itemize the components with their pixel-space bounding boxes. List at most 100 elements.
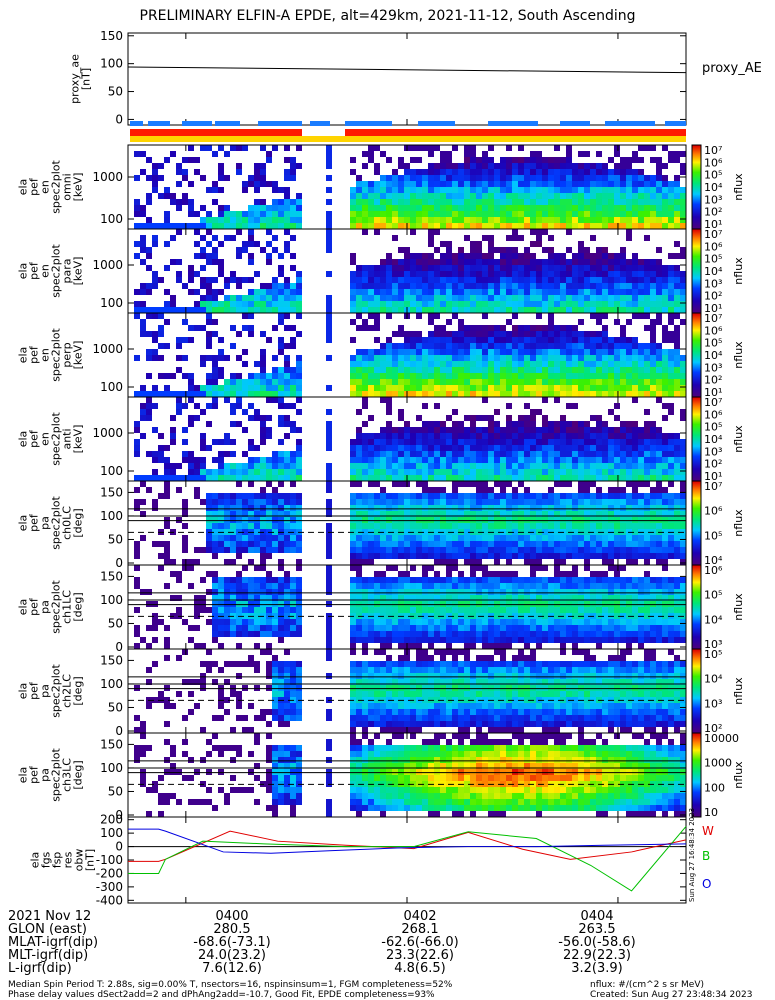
heat-cell [284, 391, 290, 397]
heat-cell [620, 385, 626, 391]
heat-cell [566, 181, 572, 187]
heat-cell [548, 223, 554, 229]
heat-cell [548, 463, 554, 469]
colorbar-segment [692, 440, 701, 442]
heat-cell [536, 499, 542, 505]
heat-cell [584, 331, 590, 337]
heat-cell [596, 223, 602, 229]
heat-cell [596, 193, 602, 199]
heat-cell [164, 493, 170, 499]
heat-cell [464, 289, 470, 295]
heat-cell [212, 589, 218, 595]
heat-cell [548, 451, 554, 457]
heat-cell [224, 301, 230, 307]
heat-cell [428, 301, 434, 307]
heat-cell [236, 475, 242, 481]
heat-cell [230, 541, 236, 547]
heat-cell [284, 229, 290, 235]
heat-cell [278, 307, 284, 313]
heat-cell [290, 157, 296, 163]
heat-cell [272, 181, 278, 187]
heat-cell [428, 163, 434, 169]
heat-cell [350, 259, 356, 265]
heat-cell [218, 547, 224, 553]
heat-cell [644, 385, 650, 391]
heat-cell [464, 169, 470, 175]
heat-cell [230, 373, 236, 379]
heat-cell [218, 601, 224, 607]
heat-cell [518, 145, 524, 151]
colorbar-segment [692, 362, 701, 364]
heat-cell [470, 295, 476, 301]
heat-cell [224, 583, 230, 589]
heat-cell [500, 169, 506, 175]
heat-cell [452, 283, 458, 289]
heat-cell [530, 463, 536, 469]
heat-cell [242, 217, 248, 223]
heat-cell [248, 559, 254, 565]
heat-cell [392, 283, 398, 289]
heat-cell [242, 181, 248, 187]
heat-cell [422, 175, 428, 181]
heat-cell [506, 289, 512, 295]
heat-cell [680, 211, 686, 217]
heat-cell [440, 265, 446, 271]
heat-cell [524, 541, 530, 547]
heat-cell [260, 331, 266, 337]
heat-cell [272, 589, 278, 595]
heat-cell [626, 229, 632, 235]
heat-cell [554, 481, 560, 487]
heat-cell [434, 175, 440, 181]
heat-cell [614, 505, 620, 511]
heat-cell [200, 439, 206, 445]
heat-cell [554, 337, 560, 343]
colorbar-segment [692, 456, 701, 458]
heat-cell [296, 373, 302, 379]
heat-cell [530, 409, 536, 415]
heat-cell [260, 391, 266, 397]
colorbar-segment [692, 349, 701, 351]
colorbar-segment [692, 435, 701, 437]
heat-cell [290, 481, 296, 487]
heat-cell [386, 511, 392, 517]
heat-cell [452, 205, 458, 211]
colorbar-segment [692, 524, 701, 526]
heat-cell [176, 595, 182, 601]
heat-cell [278, 523, 284, 529]
heat-cell [614, 271, 620, 277]
heat-cell [188, 307, 194, 313]
heat-cell [458, 325, 464, 331]
heat-cell [422, 439, 428, 445]
heat-cell [362, 307, 368, 313]
heat-cell [188, 325, 194, 331]
heat-cell [290, 163, 296, 169]
heat-cell [236, 547, 242, 553]
heat-cell [608, 505, 614, 511]
heat-cell [410, 169, 416, 175]
heat-cell [272, 577, 278, 583]
heat-cell [152, 355, 158, 361]
heat-cell [476, 301, 482, 307]
heat-cell [422, 487, 428, 493]
heat-cell [422, 541, 428, 547]
heat-cell [278, 319, 284, 325]
heat-cell [368, 433, 374, 439]
colorbar-segment [692, 163, 701, 165]
heat-cell [578, 547, 584, 553]
colorbar-segment [692, 384, 701, 386]
heat-cell [608, 493, 614, 499]
heat-cell [392, 289, 398, 295]
heat-cell [464, 325, 470, 331]
colorbar-segment [692, 371, 701, 373]
heat-cell [218, 505, 224, 511]
heat-cell [554, 343, 560, 349]
attitude-yellow-bar [130, 136, 686, 142]
heat-cell [650, 181, 656, 187]
heat-cell [602, 361, 608, 367]
heat-cell [506, 259, 512, 265]
heat-cell [536, 469, 542, 475]
heat-cell [464, 517, 470, 523]
heat-cell [356, 541, 362, 547]
heat-cell [296, 463, 302, 469]
heat-cell [272, 247, 278, 253]
